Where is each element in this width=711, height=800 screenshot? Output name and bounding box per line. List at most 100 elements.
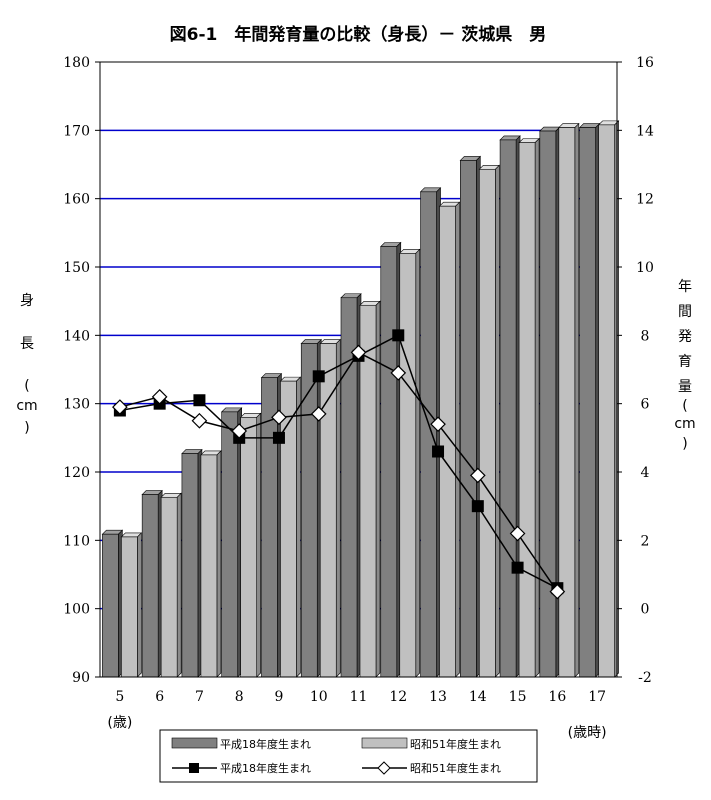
y-left-label: 身: [20, 293, 34, 309]
bar-face: [141, 494, 159, 678]
bar: [141, 489, 163, 678]
bar-face: [380, 246, 398, 678]
plot-area: 90 100 110 120 130 140 150 160 170 180 -2 0 2 4 6 8 10 12…: [16, 55, 695, 741]
bar-side: [176, 492, 182, 678]
bar: [438, 201, 461, 678]
bar: [220, 407, 243, 678]
y-right-label: 発: [678, 329, 692, 345]
bar: [200, 450, 222, 678]
y-right-tick-label: 8: [641, 328, 650, 344]
bar-face: [420, 191, 437, 678]
bar: [380, 241, 402, 678]
bar: [279, 376, 302, 678]
point-square: [471, 500, 484, 513]
y-left-tick-label: 90: [72, 670, 90, 686]
bar-face: [439, 205, 456, 678]
bar-face: [102, 533, 119, 678]
bar: [300, 338, 322, 678]
bar-face: [399, 253, 417, 678]
y-right-label: cm: [674, 416, 695, 432]
bar-side: [296, 376, 301, 678]
y-left-label: ): [24, 420, 29, 436]
y-right-tick-label: 4: [641, 465, 650, 481]
bar-face: [460, 160, 477, 678]
x-tick-label: 16: [548, 689, 566, 705]
point-square: [392, 329, 405, 342]
point-diamond: [310, 406, 327, 422]
legend-marker-square: [189, 763, 199, 773]
point-square: [312, 370, 325, 383]
bar-face: [518, 142, 536, 678]
x-tick-label: 6: [155, 689, 164, 705]
y-left-label: cm: [16, 398, 37, 414]
y-right-tick-label: 6: [641, 397, 650, 413]
bar: [319, 338, 341, 678]
point-square: [193, 394, 206, 407]
series-line: [119, 334, 558, 589]
y-right-label: ): [682, 436, 687, 452]
bar-side: [216, 450, 222, 678]
bar-face: [160, 496, 178, 678]
x-tick-label: 11: [350, 689, 368, 705]
y-right-tick-label: 2: [641, 533, 650, 549]
bar-face: [499, 139, 517, 678]
bar: [239, 412, 262, 678]
bar-side: [256, 412, 261, 678]
point-diamond: [430, 416, 446, 433]
y-right-tick-label: 0: [641, 602, 650, 618]
point-diamond: [509, 525, 526, 542]
bar-side: [574, 122, 580, 678]
y-left-tick-label: 110: [63, 533, 90, 549]
legend-bar-swatch: [171, 737, 218, 749]
y-right-tick-label: 16: [636, 55, 654, 71]
bar: [478, 164, 501, 678]
bar-face: [280, 380, 297, 678]
y-left-tick-label: 150: [63, 260, 90, 276]
point-diamond: [191, 412, 208, 429]
y-left-tick-label: 160: [63, 192, 90, 208]
point-diamond: [271, 409, 287, 426]
bar-side: [534, 137, 540, 678]
bar-face: [598, 124, 615, 678]
y-right-tick-label: 12: [636, 192, 654, 208]
x-tick-label: 5: [115, 689, 124, 705]
chart-title: 図6-1 年間発育量の比較（身長）－ 茨城県 男: [170, 24, 547, 45]
legend-marker-diamond: [377, 761, 391, 775]
bar-face: [200, 454, 218, 678]
point-diamond: [469, 467, 486, 484]
x-tick-label: 14: [469, 689, 487, 705]
legend-line-label: 昭和51年度生まれ: [410, 761, 501, 775]
y-left-tick-label: 100: [63, 602, 90, 618]
bar-face: [181, 453, 199, 678]
y-left-tick-label: 140: [63, 328, 90, 344]
y-left-tick-label: 120: [63, 465, 90, 481]
x-tick-label: 10: [310, 689, 328, 705]
y-right-tick-label: -2: [638, 670, 652, 686]
bar: [399, 248, 421, 678]
legend-box: [159, 729, 538, 783]
legend-line-label: 平成18年度生まれ: [220, 761, 311, 775]
plot-frame: [99, 61, 618, 678]
bar-face: [221, 411, 238, 678]
bar: [597, 120, 620, 678]
point-diamond: [549, 583, 566, 600]
bar: [359, 300, 381, 678]
x-tick-label: 9: [275, 689, 284, 705]
point-diamond: [231, 423, 248, 439]
x-tick-label: 8: [235, 689, 244, 705]
bar: [419, 187, 442, 678]
bar: [499, 135, 521, 678]
bar: [578, 122, 601, 678]
bar-face: [121, 536, 138, 678]
legend-bar-label: 平成18年度生まれ: [220, 737, 311, 751]
point-diamond: [350, 344, 367, 361]
point-diamond: [112, 399, 128, 415]
y-left-tick-label: 180: [63, 55, 90, 71]
x-tick-label: 7: [195, 689, 204, 705]
y-right-tick-label: 10: [636, 260, 654, 276]
series-line: [119, 351, 558, 593]
bar-face: [579, 127, 596, 678]
bar: [558, 122, 580, 678]
